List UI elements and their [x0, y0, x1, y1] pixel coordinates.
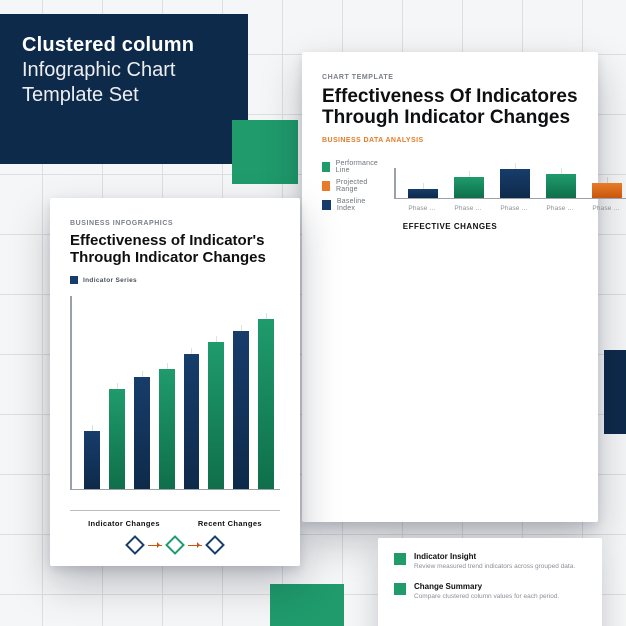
bar — [454, 177, 484, 198]
card-a-chart — [70, 296, 280, 490]
bar — [84, 431, 100, 489]
bar — [184, 354, 200, 489]
info-swatch — [394, 583, 406, 595]
arrow-icon — [188, 545, 202, 546]
bar — [233, 331, 249, 489]
info-row: Indicator Insight Review measured trend i… — [394, 552, 586, 572]
legend-item: Baseline Index — [322, 198, 380, 212]
bar — [109, 389, 125, 489]
bar — [208, 342, 224, 489]
info-row: Change Summary Compare clustered column v… — [394, 582, 586, 602]
card-a-section-band: Indicator Changes Recent Changes — [70, 510, 280, 528]
card-b-bars — [394, 168, 626, 198]
legend-item: Performance Line — [322, 160, 380, 174]
card-a-section-2: Recent Changes — [198, 519, 262, 528]
decor-green-square — [232, 120, 298, 184]
x-label: Phase Two — [454, 205, 484, 212]
info-heading: Indicator Insight — [414, 552, 575, 561]
card-a-bars — [70, 296, 280, 489]
bar — [134, 377, 150, 489]
card-info-panel: Indicator Insight Review measured trend i… — [378, 538, 602, 626]
card-a-section-1: Indicator Changes — [88, 519, 160, 528]
title-line-1: Clustered column — [22, 34, 194, 57]
legend-label: Performance Line — [336, 160, 381, 174]
info-swatch — [394, 553, 406, 565]
x-label: Phase One — [408, 205, 438, 212]
card-b-eyebrow: CHART TEMPLATE — [322, 74, 578, 81]
card-large: CHART TEMPLATE Effectiveness Of Indicato… — [302, 52, 598, 522]
card-b-axis-label: EFFECTIVE CHANGES — [322, 222, 578, 231]
bar — [408, 189, 438, 197]
x-label: Phase Three — [500, 205, 530, 212]
x-label: Phase Five — [592, 205, 622, 212]
info-desc: Review measured trend indicators across … — [414, 563, 575, 572]
diamond-icon — [165, 535, 185, 555]
bar — [159, 369, 175, 489]
legend-swatch — [322, 200, 331, 210]
legend-swatch — [322, 181, 330, 191]
bar — [546, 174, 576, 197]
title-line-2: Infographic Chart — [22, 59, 194, 82]
card-a-mini-label: Indicator Series — [83, 277, 137, 284]
diamond-icon — [205, 535, 225, 555]
card-small: BUSINESS INFOGRAPHICS Effectiveness of I… — [50, 198, 300, 566]
x-label: Phase Four — [546, 205, 576, 212]
card-a-process-strip — [70, 538, 280, 552]
bar — [592, 183, 622, 198]
card-a-eyebrow: BUSINESS INFOGRAPHICS — [70, 220, 280, 227]
page-title: Clustered column Infographic Chart Templ… — [22, 34, 194, 107]
card-b-legend: Performance Line Projected Range Baseline … — [322, 160, 380, 212]
decor-green-bottom — [270, 584, 344, 626]
arrow-icon — [148, 545, 162, 546]
legend-swatch — [322, 162, 330, 172]
title-line-3: Template Set — [22, 84, 194, 107]
info-heading: Change Summary — [414, 582, 559, 591]
bar — [258, 319, 274, 489]
legend-label: Baseline Index — [337, 198, 380, 212]
info-desc: Compare clustered column values for each… — [414, 593, 559, 602]
card-b-chart — [394, 168, 626, 199]
card-a-mini-swatch — [70, 276, 78, 284]
legend-item: Projected Range — [322, 179, 380, 193]
card-b-headline: Effectiveness Of Indicatores Through Ind… — [322, 87, 578, 129]
decor-navy-right-strip — [604, 350, 626, 434]
card-a-mini-legend: Indicator Series — [70, 276, 280, 284]
bar — [500, 169, 530, 198]
card-b-x-labels: Phase One Phase Two Phase Three Phase Four P… — [394, 199, 626, 212]
diamond-icon — [125, 535, 145, 555]
card-b-sub-eyebrow: BUSINESS DATA ANALYSIS — [322, 137, 578, 144]
card-a-headline: Effectiveness of Indicator's Through Ind… — [70, 233, 280, 266]
legend-label: Projected Range — [336, 179, 380, 193]
